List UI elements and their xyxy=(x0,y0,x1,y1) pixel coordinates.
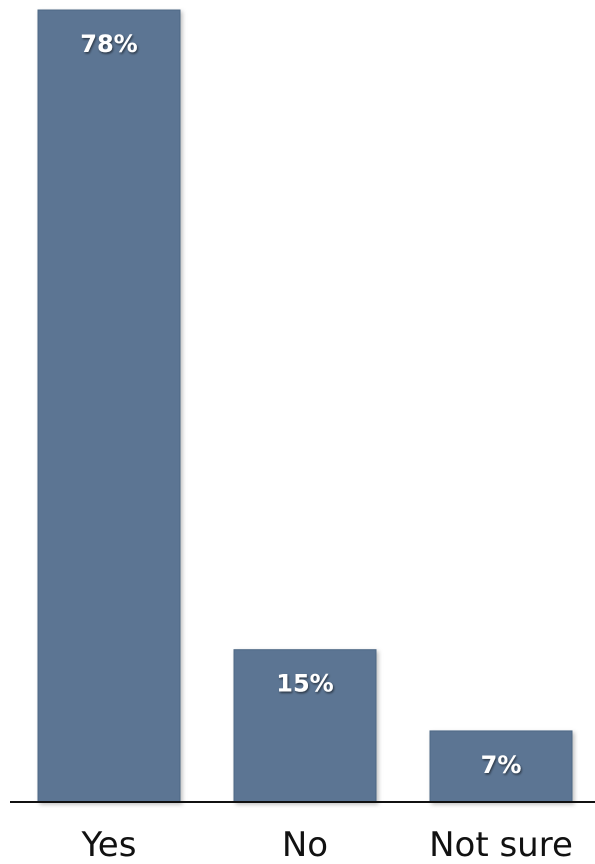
bar-no xyxy=(233,649,377,803)
category-label-yes: Yes xyxy=(81,825,137,860)
category-label-not-sure: Not sure xyxy=(429,825,573,860)
bar-not-sure xyxy=(429,730,573,803)
category-labels-layer: Yes No Not sure xyxy=(81,825,573,864)
data-labels-layer: 78% 15% 7% xyxy=(80,30,521,779)
data-label-not-sure: 7% xyxy=(481,751,522,779)
category-label-no: No xyxy=(282,825,328,860)
data-label-yes: 78% xyxy=(80,30,137,58)
bar-yes xyxy=(37,9,181,803)
data-label-no: 15% xyxy=(276,670,333,698)
bars-layer xyxy=(37,9,573,803)
